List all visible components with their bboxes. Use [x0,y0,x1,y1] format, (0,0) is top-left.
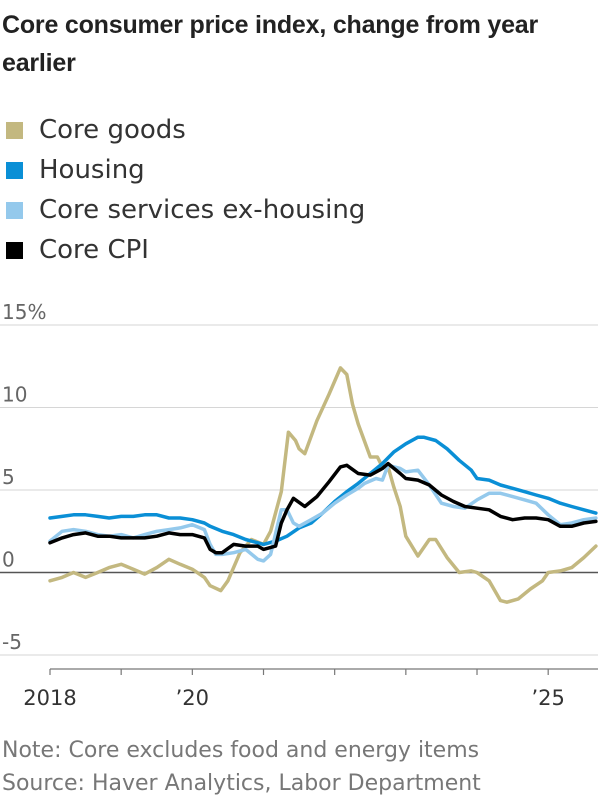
legend-label-core-cpi: Core CPI [39,235,149,265]
series-line-core-goods [48,366,598,604]
legend-item-core-services-ex-housing: Core services ex-housing [6,190,365,230]
source-text: Source: Haver Analytics, Labor Departmen… [2,771,481,796]
legend-swatch-housing [6,161,23,179]
x-tick-label-20: ’20 [176,686,209,710]
y-tick-label-15: 15% [2,300,46,324]
legend-label-core-services-ex-housing: Core services ex-housing [39,195,366,225]
line-chart: 15% 10 5 0 -5 2018 ’20 ’25 [0,300,598,710]
legend-swatch-core-cpi [6,241,23,259]
legend-swatch-core-services-ex-housing [6,201,23,219]
x-tick-label-25: ’25 [531,686,564,710]
y-tick-label-10: 10 [2,383,27,407]
series-line-core-cpi [48,461,598,555]
legend-item-core-cpi: Core CPI [6,230,365,270]
y-tick-label-5: 5 [2,465,15,489]
chart-notes: Note: Core excludes food and energy item… [2,734,481,800]
legend-item-housing: Housing [6,150,365,190]
x-tick-label-2018: 2018 [23,686,76,710]
legend-label-housing: Housing [39,155,145,185]
chart-title: Core consumer price index, change from y… [2,11,539,77]
legend-item-core-goods: Core goods [6,110,365,150]
legend: Core goods Housing Core services ex-hous… [6,110,365,270]
y-tick-label-5: -5 [2,630,22,654]
series-line-core-services-ex-housing [48,463,598,563]
note-text: Note: Core excludes food and energy item… [2,738,480,763]
y-tick-label-0: 0 [2,548,15,572]
legend-label-core-goods: Core goods [39,115,186,145]
legend-swatch-core-goods [6,121,23,139]
